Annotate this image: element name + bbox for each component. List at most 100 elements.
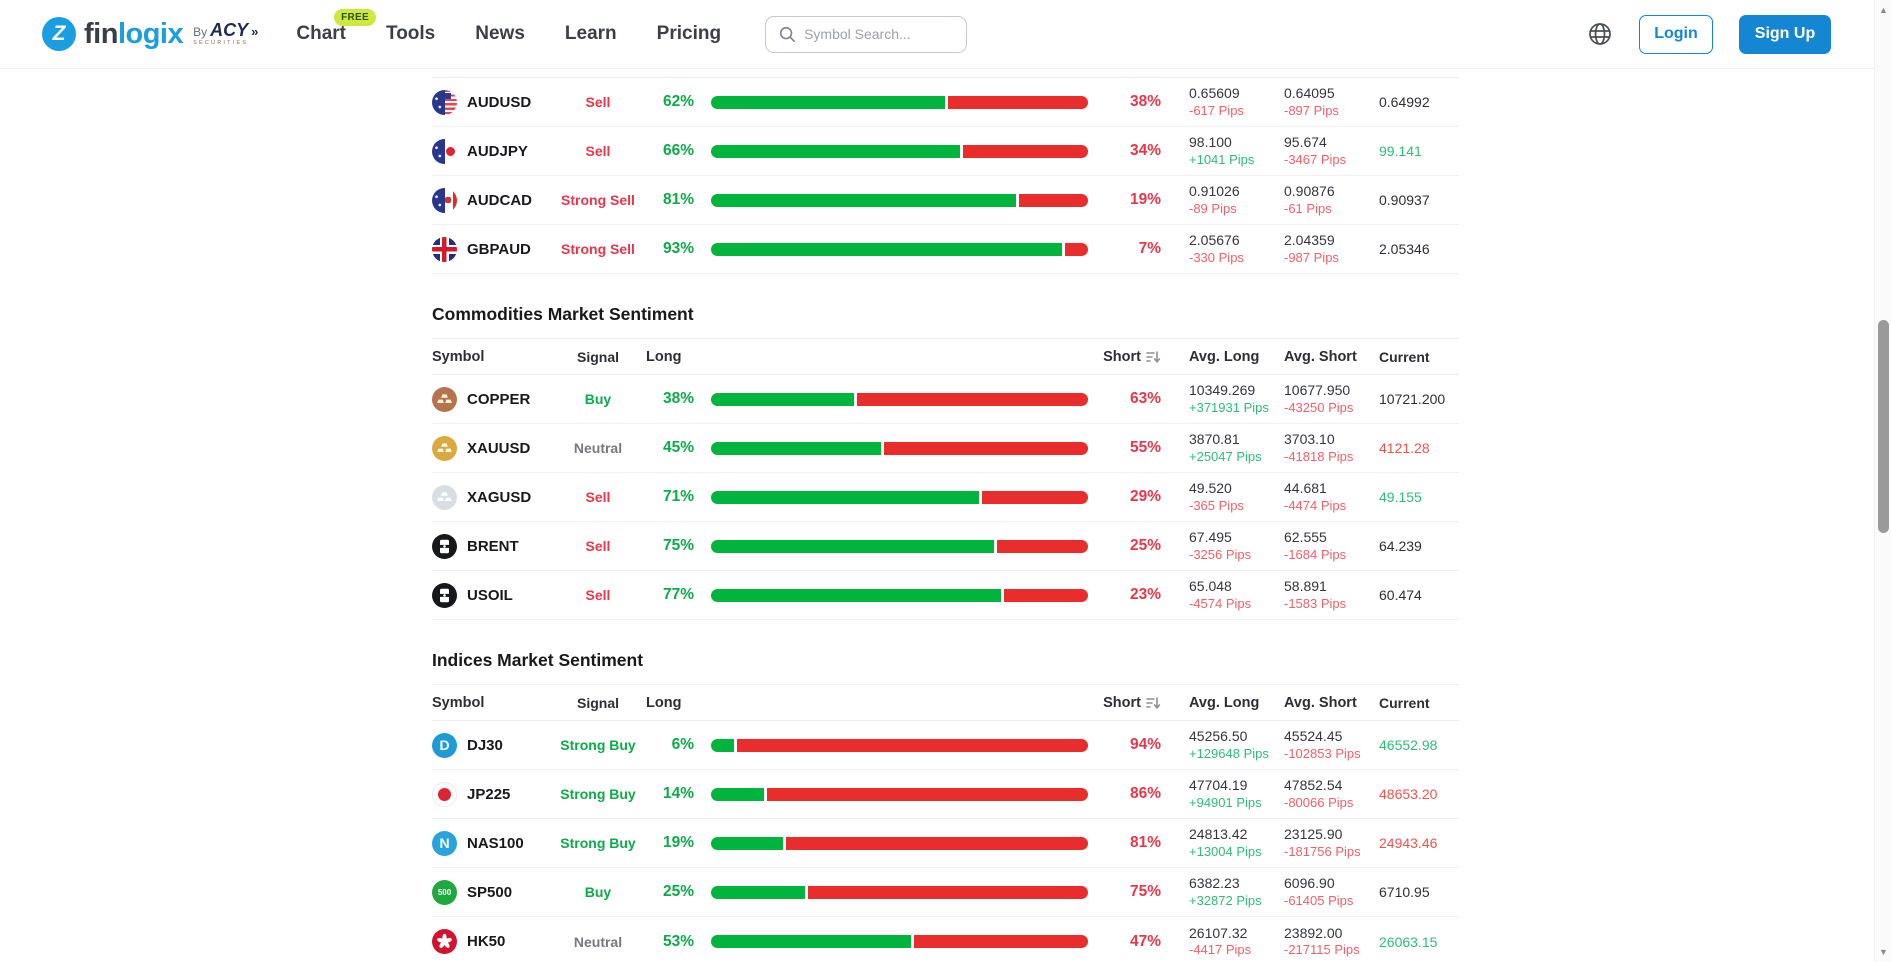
current-price: 4121.28 bbox=[1379, 440, 1430, 456]
long-percent: 45% bbox=[662, 439, 694, 456]
language-globe-icon[interactable] bbox=[1587, 21, 1613, 47]
nav-news[interactable]: News bbox=[475, 23, 525, 44]
avg-short-pips: -3467 Pips bbox=[1284, 151, 1347, 167]
nav-tools[interactable]: Tools bbox=[386, 23, 436, 44]
avg-short-price: 23125.90 bbox=[1284, 826, 1343, 843]
avg-long-price: 26107.32 bbox=[1189, 924, 1248, 941]
nav-pricing[interactable]: Pricing bbox=[656, 23, 722, 44]
current-price: 0.64992 bbox=[1379, 94, 1430, 110]
sentiment-row-usoil[interactable]: USOIL Sell 77% 23% 65.048 -4574 Pips 58.891 -15… bbox=[432, 571, 1459, 620]
short-bar-segment bbox=[996, 539, 1088, 553]
col-symbol: Symbol bbox=[432, 348, 485, 365]
short-bar-segment bbox=[785, 836, 1088, 850]
short-bar-segment bbox=[766, 787, 1088, 801]
hk50-icon bbox=[432, 929, 457, 954]
copper-icon bbox=[432, 386, 457, 412]
avg-short-pips: -897 Pips bbox=[1284, 102, 1339, 118]
login-button[interactable]: Login bbox=[1639, 14, 1713, 54]
sentiment-row-brent[interactable]: BRENT Sell 75% 25% 67.495 -3256 Pips 62.555 -16… bbox=[432, 522, 1459, 571]
sentiment-row-audusd[interactable]: AUDUSD Sell 62% 38% 0.65609 -617 Pips 0.64095-… bbox=[432, 78, 1459, 127]
symbol-label: NAS100 bbox=[467, 834, 524, 852]
table-rows: D DJ30 Strong Buy 6% 94% 45256.50 +129648 Pips… bbox=[432, 721, 1459, 962]
avg-short-price: 6096.90 bbox=[1284, 875, 1335, 892]
nav-chart[interactable]: Chart FREE bbox=[296, 9, 376, 45]
signup-button[interactable]: Sign Up bbox=[1739, 14, 1831, 54]
sentiment-bar bbox=[711, 787, 1088, 801]
scrollbar-thumb[interactable] bbox=[1878, 320, 1889, 533]
sentiment-row-audjpy[interactable]: AUDJPY Sell 66% 34% 98.100 +1041 Pips 95.674 -3… bbox=[432, 127, 1459, 176]
avg-long-pips: +129648 Pips bbox=[1189, 745, 1269, 761]
col-avg-short: Avg. Short bbox=[1284, 348, 1357, 365]
sentiment-row-xauusd[interactable]: XAUUSD Neutral 45% 55% 3870.81 +25047 Pips 370… bbox=[432, 424, 1459, 473]
long-percent: 62% bbox=[662, 93, 694, 110]
long-percent: 93% bbox=[662, 240, 694, 257]
symbol-label: AUDJPY bbox=[467, 142, 528, 160]
brent-icon bbox=[432, 533, 457, 559]
symbol-search[interactable] bbox=[765, 15, 968, 53]
sort-icon[interactable] bbox=[1146, 350, 1161, 364]
short-percent: 86% bbox=[1129, 785, 1161, 802]
long-bar-segment bbox=[711, 935, 911, 948]
nas100-icon: N bbox=[432, 830, 457, 856]
long-percent: 19% bbox=[662, 834, 694, 851]
current-price: 10721.200 bbox=[1379, 391, 1446, 407]
signal-label: Strong Buy bbox=[560, 786, 636, 802]
sentiment-row-hk50[interactable]: HK50 Neutral 53% 47% 26107.32 -4417 Pips 23892… bbox=[432, 917, 1459, 962]
current-price: 26063.15 bbox=[1379, 933, 1438, 950]
finlogix-logo-icon: Z bbox=[42, 17, 76, 51]
sentiment-row-audcad[interactable]: AUDCAD Strong Sell 81% 19% 0.91026 -89 Pips 0.… bbox=[432, 176, 1459, 225]
sentiment-row-jp225[interactable]: JP225 Strong Buy 14% 86% 47704.19 +94901 Pips… bbox=[432, 770, 1459, 819]
sentiment-row-nas100[interactable]: N NAS100 Strong Buy 19% 81% 24813.42 +13004 Pi… bbox=[432, 819, 1459, 868]
table-rows: AUDUSD Sell 62% 38% 0.65609 -617 Pips 0.64095-… bbox=[432, 77, 1459, 274]
short-bar-segment bbox=[913, 935, 1088, 948]
avg-long-pips: -617 Pips bbox=[1189, 102, 1244, 118]
sentiment-row-dj30[interactable]: D DJ30 Strong Buy 6% 94% 45256.50 +129648 Pips… bbox=[432, 721, 1459, 770]
long-percent: 75% bbox=[662, 537, 694, 554]
long-bar-segment bbox=[711, 144, 960, 158]
col-long: Long bbox=[646, 694, 682, 711]
nav-learn[interactable]: Learn bbox=[564, 23, 617, 44]
sentiment-bar bbox=[711, 441, 1088, 455]
sentiment-bar bbox=[711, 392, 1088, 406]
search-input[interactable] bbox=[804, 26, 955, 42]
avg-short-price: 0.64095 bbox=[1284, 85, 1335, 102]
avg-short-pips: -102853 Pips bbox=[1284, 745, 1361, 761]
avg-short-price: 95.674 bbox=[1284, 134, 1327, 151]
scrollbar-down-arrow-icon[interactable]: ▼ bbox=[1879, 947, 1888, 957]
sentiment-row-sp500[interactable]: 500 SP500 Buy 25% 75% 6382.23 +32872 Pips 6096.… bbox=[432, 868, 1459, 917]
scrollbar-up-arrow-icon[interactable]: ▲ bbox=[1879, 5, 1888, 15]
signal-label: Neutral bbox=[573, 933, 623, 950]
sentiment-row-gbpaud[interactable]: GBPAUD Strong Sell 93% 7% 2.05676 -330 Pips 2.… bbox=[432, 225, 1459, 274]
avg-long-price: 3870.81 bbox=[1189, 431, 1240, 448]
audcad-icon bbox=[432, 187, 457, 213]
col-current: Current bbox=[1379, 694, 1430, 711]
audusd-icon bbox=[432, 89, 457, 115]
sentiment-row-xagusd[interactable]: XAGUSD Sell 71% 29% 49.520 -365 Pips 44.681 -44… bbox=[432, 473, 1459, 522]
avg-long-price: 10349.269 bbox=[1189, 382, 1256, 399]
long-bar-segment bbox=[711, 539, 994, 553]
sentiment-row-copper[interactable]: COPPER Buy 38% 63% 10349.269 +371931 Pips 1067… bbox=[432, 375, 1459, 424]
long-bar-segment bbox=[711, 441, 881, 455]
long-bar-segment bbox=[711, 392, 855, 406]
jp225-icon bbox=[432, 781, 457, 807]
signal-label: Strong Buy bbox=[560, 737, 636, 753]
avg-short-price: 23892.00 bbox=[1284, 924, 1343, 941]
col-current: Current bbox=[1379, 348, 1430, 365]
avg-long-pips: -4417 Pips bbox=[1189, 942, 1252, 958]
finlogix-logo[interactable]: Z finlogix By ACY» SECURITIES bbox=[42, 17, 258, 51]
avg-long-price: 98.100 bbox=[1189, 134, 1232, 151]
dj30-icon: D bbox=[432, 732, 457, 758]
long-percent: 38% bbox=[662, 390, 694, 407]
col-signal: Signal bbox=[576, 348, 619, 365]
current-price: 49.155 bbox=[1379, 489, 1422, 505]
long-bar-segment bbox=[711, 95, 945, 109]
short-percent: 23% bbox=[1129, 586, 1161, 603]
table-header: Symbol Signal Long Short Avg. Long Avg. Short… bbox=[432, 684, 1459, 721]
finlogix-logo-text: finlogix bbox=[84, 17, 184, 50]
page-scrollbar[interactable]: ▲ ▼ bbox=[1874, 0, 1891, 962]
free-badge: FREE bbox=[334, 9, 376, 26]
symbol-label: AUDCAD bbox=[467, 191, 532, 209]
long-bar-segment bbox=[711, 193, 1017, 207]
sort-icon[interactable] bbox=[1146, 696, 1161, 710]
